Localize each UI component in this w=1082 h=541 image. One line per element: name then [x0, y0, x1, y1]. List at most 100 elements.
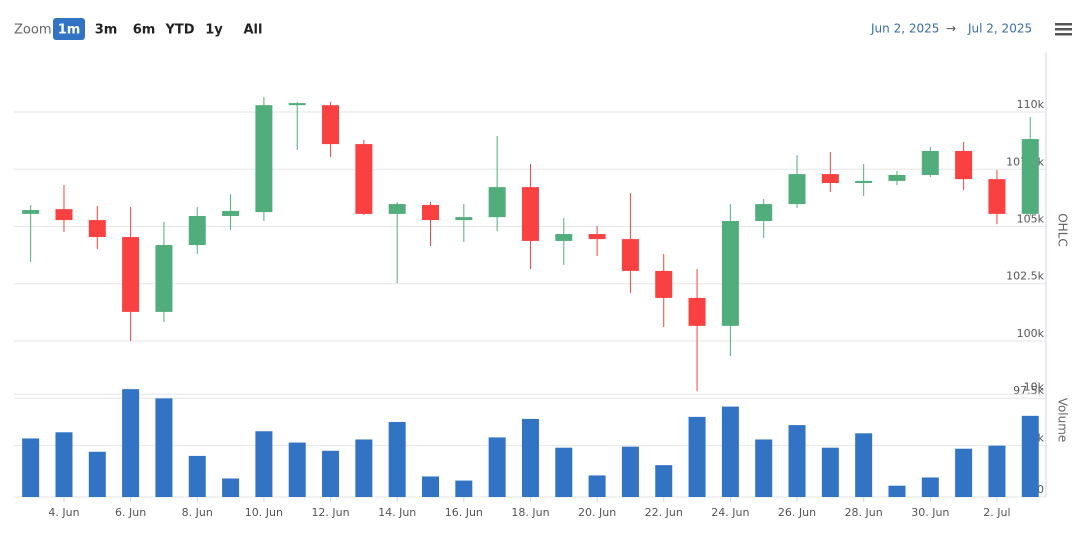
volume-bar — [821, 447, 839, 497]
candle-body — [22, 210, 40, 214]
zoom-button-bg — [53, 18, 85, 40]
candle-body — [122, 237, 140, 312]
candle-body — [155, 245, 173, 312]
candle-body — [621, 239, 639, 271]
y-axis-title: OHLC — [1056, 213, 1070, 247]
x-tick-label: 2. Jul — [983, 506, 1010, 519]
candle-body — [388, 204, 406, 214]
x-tick-label: 28. Jun — [845, 506, 883, 519]
volume-bar — [188, 455, 206, 497]
candle-body — [588, 234, 606, 240]
volume-bar — [921, 477, 939, 497]
candle-body — [855, 180, 873, 183]
volume-bar — [655, 465, 673, 497]
candle-body — [955, 150, 973, 180]
candle-body — [322, 105, 340, 145]
candle-body — [255, 105, 273, 213]
y-tick-label: 100k — [1017, 327, 1045, 340]
candle-body — [488, 187, 506, 218]
volume-bar — [888, 485, 906, 497]
volume-bar — [355, 439, 373, 497]
x-tick-label: 22. Jun — [645, 506, 683, 519]
volume-bar — [688, 416, 706, 497]
volume-bar — [422, 476, 439, 497]
candle-body — [288, 103, 306, 106]
volume-bar — [855, 433, 873, 497]
x-tick-label: 16. Jun — [445, 506, 483, 519]
volume-bar — [155, 398, 173, 497]
zoom-label: Zoom — [14, 23, 51, 38]
x-tick-label: 4. Jun — [48, 506, 79, 519]
candle-body — [1021, 139, 1039, 214]
candle-body — [355, 144, 373, 214]
candle-body — [655, 270, 673, 298]
x-tick-label: 24. Jun — [711, 506, 749, 519]
volume-bar — [55, 432, 73, 497]
zoom-button[interactable]: YTD — [164, 23, 194, 38]
x-tick-label: 26. Jun — [778, 506, 816, 519]
zoom-button[interactable]: All — [244, 23, 263, 38]
candle-body — [455, 217, 473, 221]
candle-body — [721, 221, 739, 326]
zoom-button[interactable]: 1m — [58, 23, 81, 38]
volume-bar — [255, 431, 273, 497]
y-tick-label: 102.5k — [1006, 270, 1044, 283]
candle-body — [422, 204, 439, 221]
x-tick-label: 12. Jun — [311, 506, 349, 519]
candle-body — [188, 215, 206, 246]
x-tick-label: 10. Jun — [245, 506, 283, 519]
x-tick-label: 14. Jun — [378, 506, 416, 519]
candle-body — [821, 174, 839, 183]
volume-bar — [988, 445, 1006, 497]
range-from[interactable]: Jun 2, 2025 — [870, 22, 939, 36]
candle-body — [555, 234, 573, 241]
menu-bar — [1055, 23, 1072, 26]
x-tick-label: 6. Jun — [115, 506, 146, 519]
volume-bar — [555, 447, 573, 497]
volume-bar — [621, 446, 639, 497]
candle-body — [988, 179, 1006, 214]
candle-body — [921, 150, 939, 175]
candle-body — [688, 297, 706, 326]
menu-bar — [1055, 33, 1072, 36]
volume-bar — [288, 442, 306, 497]
candle-body — [788, 174, 806, 205]
menu-button[interactable] — [1055, 23, 1072, 36]
range-arrow: → — [946, 22, 956, 36]
x-tick-label: 30. Jun — [911, 506, 949, 519]
volume-bar — [721, 406, 739, 497]
volume-bar — [488, 437, 506, 497]
volume-bar — [222, 478, 240, 497]
volume-bar — [455, 480, 473, 497]
volume-bar — [388, 422, 406, 497]
candle-body — [888, 174, 906, 181]
volume-bar — [755, 439, 773, 497]
x-tick-label: 18. Jun — [511, 506, 549, 519]
volume-bar — [588, 475, 606, 497]
candle-body — [222, 210, 240, 216]
x-tick-label: 20. Jun — [578, 506, 616, 519]
y-tick-label: 110k — [1017, 98, 1045, 111]
candle-body — [521, 187, 539, 241]
x-tick-label: 8. Jun — [182, 506, 213, 519]
candle-body — [88, 220, 106, 238]
volume-bar — [22, 438, 40, 497]
volume-bar — [122, 389, 140, 497]
y-tick-label: 105k — [1017, 213, 1045, 226]
zoom-button[interactable]: 1y — [205, 23, 223, 38]
volume-bar — [88, 451, 106, 497]
volume-tick-label: 10k — [1024, 380, 1045, 393]
volume-bar — [1021, 415, 1039, 497]
zoom-button[interactable]: 6m — [133, 23, 156, 38]
menu-bar — [1055, 28, 1072, 31]
volume-bar — [788, 425, 806, 497]
volume-bar — [955, 448, 973, 497]
volume-bar — [322, 450, 340, 497]
zoom-button[interactable]: 3m — [95, 23, 118, 38]
range-to[interactable]: Jul 2, 2025 — [967, 22, 1032, 36]
volume-axis-title: Volume — [1056, 398, 1070, 443]
volume-tick-label: 0 — [1037, 483, 1044, 496]
volume-bar — [521, 418, 539, 497]
candle-body — [755, 204, 773, 222]
